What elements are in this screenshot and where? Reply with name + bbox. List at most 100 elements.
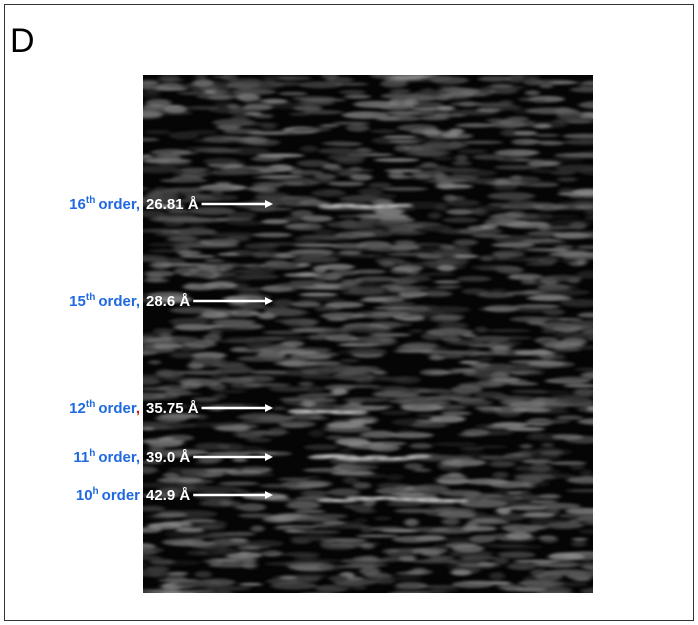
streak	[452, 169, 496, 176]
streak	[539, 84, 553, 88]
streak	[458, 149, 487, 153]
streak	[232, 287, 269, 290]
streak	[500, 129, 521, 137]
streak	[194, 443, 230, 450]
streak	[420, 369, 450, 376]
streak	[280, 576, 297, 579]
streak	[422, 261, 459, 264]
order-number: 15	[69, 293, 86, 310]
streak	[243, 451, 277, 454]
streak	[505, 427, 545, 431]
streak	[291, 301, 321, 307]
streak	[170, 217, 213, 224]
streak	[145, 158, 192, 163]
streak	[320, 124, 339, 127]
streak	[219, 320, 245, 327]
streak	[334, 405, 360, 411]
streak	[371, 313, 390, 320]
streak	[492, 250, 524, 257]
streak	[570, 464, 584, 470]
streak	[414, 468, 431, 472]
streak	[552, 434, 583, 440]
streak	[165, 530, 210, 537]
streak	[512, 139, 540, 145]
streak	[536, 226, 575, 230]
streak	[326, 77, 353, 83]
streak	[571, 541, 586, 547]
streak	[510, 316, 550, 322]
streak	[234, 283, 249, 287]
streak	[210, 278, 252, 282]
streak	[528, 581, 563, 587]
streak	[358, 188, 383, 195]
streak	[395, 145, 410, 152]
streak	[380, 261, 396, 268]
streak	[382, 442, 406, 445]
streak	[389, 399, 411, 403]
streak	[245, 81, 284, 88]
streak	[157, 82, 183, 89]
streak	[282, 552, 320, 556]
streak	[334, 372, 355, 375]
streak	[381, 302, 416, 306]
streak	[341, 279, 363, 283]
streak	[449, 128, 464, 134]
streak	[390, 280, 419, 283]
streak	[168, 236, 196, 242]
streak	[482, 544, 527, 547]
streak	[372, 371, 387, 374]
streak	[414, 165, 448, 168]
streak	[442, 518, 460, 525]
spacing-value: 39.0 Å	[146, 449, 190, 466]
streak	[508, 274, 543, 280]
streak	[381, 411, 411, 415]
streak	[417, 414, 438, 417]
streak	[526, 108, 571, 115]
streak	[453, 239, 477, 245]
streak	[452, 581, 493, 588]
streak	[346, 124, 369, 131]
streak	[392, 493, 426, 497]
streak	[554, 377, 594, 382]
streak	[197, 265, 217, 269]
streak	[238, 291, 262, 296]
streak	[452, 545, 484, 553]
streak	[372, 137, 399, 144]
streak	[411, 422, 448, 428]
streak	[239, 583, 262, 586]
streak	[272, 299, 294, 307]
streak	[441, 411, 472, 415]
streak	[496, 507, 511, 514]
streak	[428, 212, 442, 219]
streak	[158, 525, 180, 530]
streak	[157, 477, 203, 483]
streak	[230, 349, 277, 353]
streak	[148, 360, 161, 364]
streak	[529, 432, 544, 438]
streak	[294, 239, 318, 242]
streak	[490, 121, 526, 129]
streak	[368, 245, 401, 252]
streak	[370, 130, 397, 133]
streak	[227, 221, 267, 226]
streak	[525, 213, 553, 220]
streak	[441, 490, 481, 497]
streak	[548, 553, 584, 560]
streak	[337, 464, 378, 471]
streak	[336, 82, 369, 85]
streak	[469, 535, 495, 543]
streak	[193, 358, 225, 363]
streak	[181, 538, 204, 541]
figure-panel: D 16thorder,26.81 Å15thorder,28.6 Å12tho…	[0, 0, 698, 625]
streak	[520, 444, 533, 449]
spacing-value: 42.9 Å	[146, 487, 190, 504]
streak	[477, 292, 514, 298]
streak	[441, 394, 466, 398]
streak	[452, 161, 471, 165]
streak	[430, 77, 468, 85]
streak	[141, 427, 154, 431]
streak	[257, 153, 304, 157]
streak	[330, 243, 369, 249]
streak	[149, 559, 175, 565]
streak	[450, 102, 484, 106]
